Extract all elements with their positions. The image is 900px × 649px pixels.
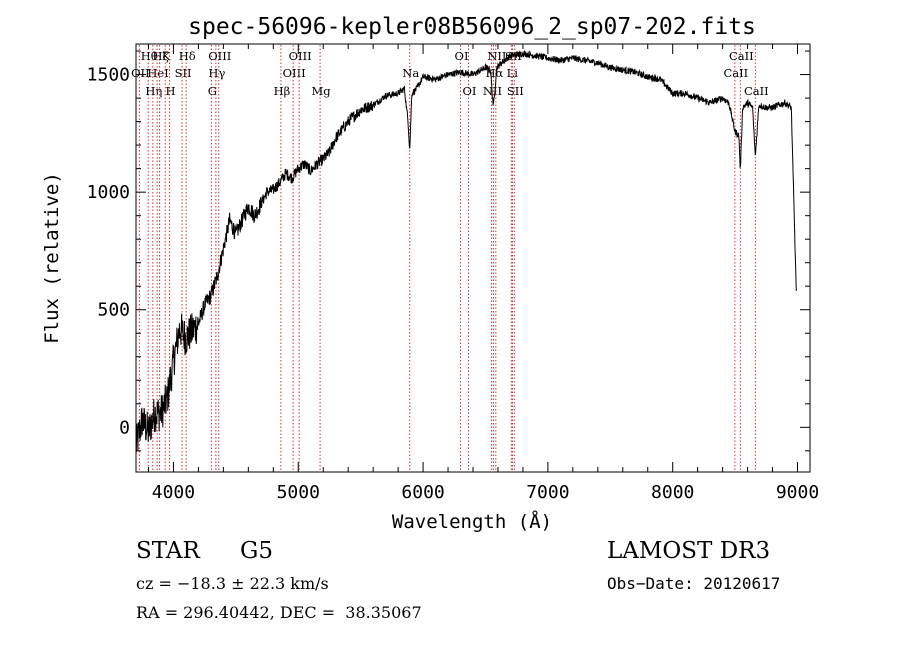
spectrum-series	[135, 49, 797, 453]
sky-coordinates: RA = 296.40442, DEC = 38.35067	[136, 603, 422, 622]
redshift-velocity: cz = −18.3 ± 22.3 km/s	[136, 574, 329, 593]
y-axis: 0 500 1000 1500	[87, 50, 810, 452]
x-axis-label: Wavelength (Å)	[392, 510, 552, 533]
line-label-8: Hδ	[179, 49, 196, 63]
y-tick-label-0: 0	[119, 417, 130, 438]
line-label-26: CaII	[729, 49, 754, 63]
line-label-5: K	[162, 49, 171, 63]
line-label-14: OIII	[289, 49, 312, 63]
y-tick-label-2: 1000	[87, 182, 130, 203]
x-tick-label-4: 8000	[651, 482, 694, 503]
y-tick-label-3: 1500	[87, 65, 130, 86]
y-tick-label-1: 500	[97, 300, 130, 321]
plot-frame	[135, 43, 811, 473]
line-label-18: OI	[463, 84, 477, 98]
chart-title: spec-56096-kepler08B56096_2_sp07-202.fit…	[188, 14, 756, 40]
line-label-13: OIII	[283, 66, 306, 80]
x-tick-label-3: 7000	[526, 482, 569, 503]
y-axis-label: Flux (relative)	[41, 172, 63, 344]
line-label-1: Hη	[145, 84, 162, 98]
x-tick-label-1: 5000	[277, 482, 320, 503]
x-tick-label-5: 9000	[776, 482, 819, 503]
object-class: STAR	[136, 538, 200, 564]
line-label-3: HeI	[147, 66, 168, 80]
observation-date: Obs−Date: 20120617	[607, 574, 781, 593]
line-label-11: OIII	[208, 49, 231, 63]
spectral-line-markers: HθHηOIIHeIHζKHSIIHδHγGOIIIHβOIIIOIIIMgNa…	[131, 45, 769, 471]
survey-name: LAMOST DR3	[607, 538, 771, 564]
line-label-4: Hζ	[152, 49, 168, 63]
x-tick-label-0: 4000	[152, 482, 195, 503]
line-label-0: Hθ	[141, 49, 158, 63]
line-label-21: NII	[487, 49, 506, 63]
line-label-24: SII	[507, 84, 524, 98]
line-label-6: H	[166, 84, 176, 98]
line-label-17: OI	[455, 49, 469, 63]
x-tick-label-2: 6000	[401, 482, 444, 503]
spectrum-line	[135, 49, 797, 453]
line-label-25: CaII	[723, 66, 748, 80]
line-label-9: Hγ	[208, 66, 225, 80]
line-label-10: G	[208, 84, 217, 98]
line-label-12: Hβ	[274, 84, 291, 98]
line-label-16: Na	[402, 66, 419, 80]
line-label-27: CaII	[744, 84, 769, 98]
object-subclass: G5	[240, 538, 274, 564]
line-label-7: SII	[175, 66, 192, 80]
x-axis: 4000 5000 6000 7000 8000 9000	[147, 44, 819, 503]
line-label-15: Mg	[312, 84, 332, 98]
